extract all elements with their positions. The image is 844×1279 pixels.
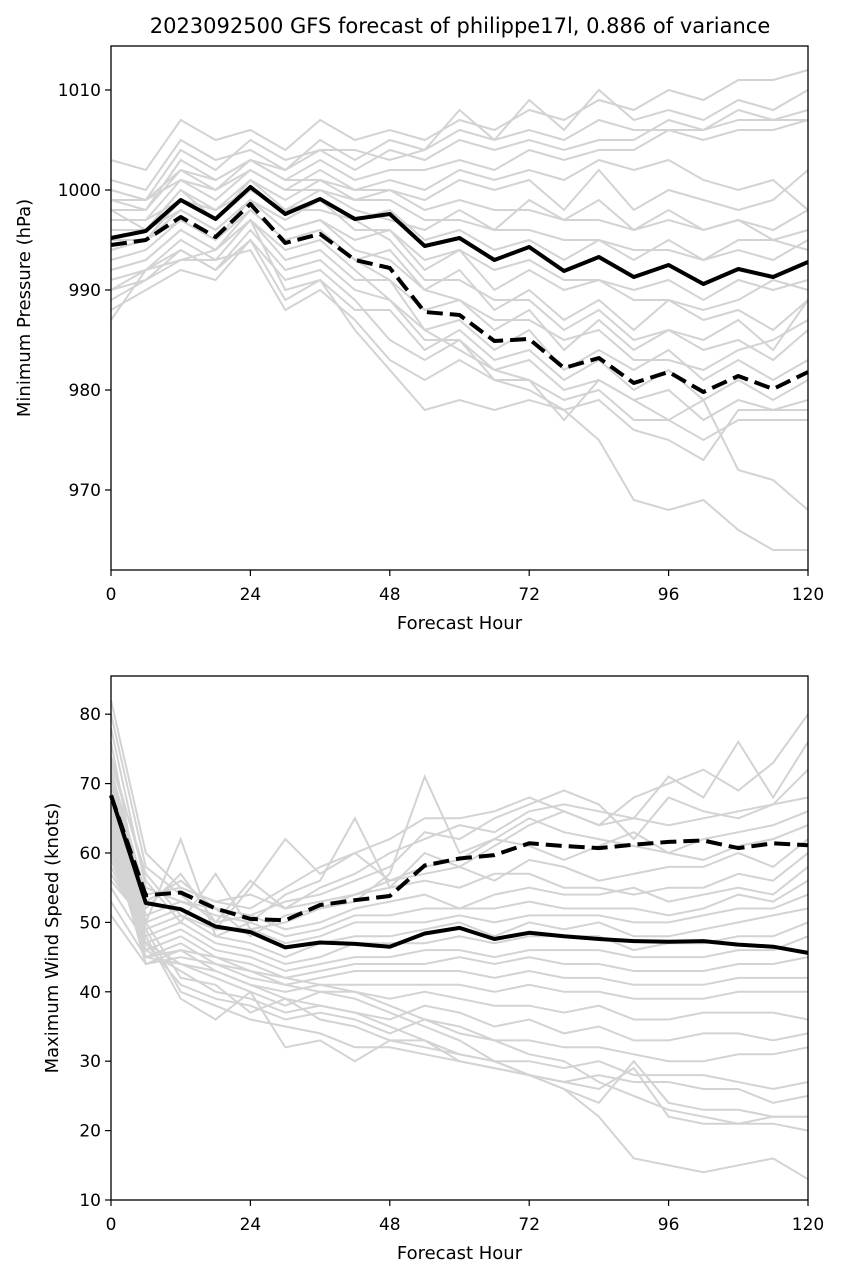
pressure-x-tick-label: 24 bbox=[240, 585, 262, 605]
wind-ensemble-line-6 bbox=[110, 769, 809, 910]
pressure-main-lines bbox=[110, 185, 809, 394]
wind-y-tick-label: 40 bbox=[79, 983, 101, 1003]
wind-x-tick-label: 24 bbox=[240, 1215, 262, 1235]
pressure-y-tick-label: 990 bbox=[69, 281, 101, 301]
wind-x-tick-label: 72 bbox=[518, 1215, 540, 1235]
wind-ensemble-line-9 bbox=[110, 790, 809, 938]
pressure-panel: 0 24 48 72 96 120 970 980 990 1000 1010 Forecast … bbox=[14, 45, 824, 634]
wind-x-tick-label: 96 bbox=[658, 1215, 680, 1235]
pressure-ensemble-line-1 bbox=[110, 88, 809, 192]
wind-ensemble-line-16 bbox=[110, 838, 808, 1000]
wind-ensemble-line-24 bbox=[110, 914, 809, 1181]
pressure-y-tick-label: 1000 bbox=[58, 181, 101, 201]
wind-panel: 0 24 48 72 96 120 10 20 30 40 50 60 70 80 Forecast H… bbox=[42, 675, 824, 1264]
pressure-ensemble-line-5 bbox=[111, 158, 809, 221]
pressure-ensemble-line-20 bbox=[111, 188, 809, 352]
pressure-x-tick-label: 120 bbox=[792, 585, 824, 605]
wind-y-tick-label: 30 bbox=[79, 1052, 101, 1072]
pressure-dashed-line bbox=[110, 202, 809, 394]
wind-ensemble-line-4 bbox=[110, 755, 809, 931]
wind-x-ticks: 0 24 48 72 96 120 bbox=[106, 1200, 824, 1235]
pressure-ensemble-line-17 bbox=[110, 218, 808, 551]
wind-ensemble-lines bbox=[110, 700, 809, 1181]
pressure-ensemble-lines bbox=[110, 69, 809, 551]
wind-dashed-line bbox=[109, 794, 809, 923]
wind-ensemble-line-7 bbox=[110, 776, 809, 938]
pressure-x-tick-label: 72 bbox=[518, 585, 540, 605]
wind-x-axis-label: Forecast Hour bbox=[397, 1243, 523, 1264]
figure-title: 2023092500 GFS forecast of philippe17l, … bbox=[150, 14, 771, 38]
pressure-ensemble-line-15 bbox=[110, 248, 808, 442]
wind-ensemble-line-15 bbox=[110, 831, 808, 986]
pressure-y-tick-label: 1010 bbox=[58, 81, 101, 101]
wind-solid-line bbox=[109, 794, 809, 955]
wind-ensemble-line-0 bbox=[110, 700, 809, 910]
wind-ensemble-line-25 bbox=[110, 901, 809, 1132]
pressure-x-tick-label: 48 bbox=[379, 585, 401, 605]
pressure-axes-frame bbox=[110, 45, 809, 571]
pressure-y-tick-label: 970 bbox=[69, 481, 101, 501]
wind-y-tick-label: 70 bbox=[79, 775, 101, 795]
wind-y-tick-label: 80 bbox=[79, 705, 101, 725]
wind-y-tick-label: 10 bbox=[79, 1191, 101, 1211]
wind-x-tick-label: 0 bbox=[106, 1215, 117, 1235]
wind-ensemble-line-17 bbox=[110, 845, 809, 1021]
pressure-ensemble-line-21 bbox=[111, 168, 809, 262]
wind-y-axis-label: Maximum Wind Speed (knots) bbox=[42, 803, 63, 1074]
pressure-ensemble-line-12 bbox=[110, 228, 809, 382]
pressure-x-ticks: 0 24 48 72 96 120 bbox=[106, 570, 824, 605]
pressure-solid-line bbox=[110, 185, 809, 286]
pressure-ensemble-line-0 bbox=[110, 69, 809, 172]
wind-ensemble-line-19 bbox=[110, 859, 809, 1063]
pressure-ensemble-line-4 bbox=[111, 119, 809, 211]
pressure-y-tick-label: 980 bbox=[69, 381, 101, 401]
wind-ensemble-line-5 bbox=[110, 762, 809, 931]
pressure-ensemble-line-3 bbox=[110, 118, 808, 212]
wind-y-tick-label: 60 bbox=[79, 844, 101, 864]
wind-main-lines bbox=[109, 794, 809, 955]
wind-y-ticks: 10 20 30 40 50 60 70 80 bbox=[79, 705, 111, 1211]
pressure-x-axis-label: Forecast Hour bbox=[397, 613, 523, 634]
pressure-x-tick-label: 0 bbox=[106, 585, 117, 605]
pressure-ensemble-line-16 bbox=[110, 238, 808, 462]
wind-ensemble-line-13 bbox=[110, 818, 809, 973]
wind-ensemble-line-23 bbox=[110, 887, 808, 1118]
wind-x-tick-label: 120 bbox=[792, 1215, 824, 1235]
pressure-y-ticks: 970 980 990 1000 1010 bbox=[58, 81, 111, 501]
wind-ensemble-line-22 bbox=[110, 880, 808, 1125]
pressure-ensemble-line-22 bbox=[110, 158, 809, 232]
wind-x-tick-label: 48 bbox=[379, 1215, 401, 1235]
pressure-ensemble-line-2 bbox=[110, 108, 809, 202]
wind-ensemble-line-14 bbox=[110, 824, 809, 979]
wind-ensemble-line-11 bbox=[110, 804, 809, 959]
wind-y-tick-label: 20 bbox=[79, 1122, 101, 1142]
wind-y-tick-label: 50 bbox=[79, 913, 101, 933]
pressure-y-axis-label: Minimum Pressure (hPa) bbox=[14, 199, 35, 417]
wind-ensemble-line-1 bbox=[110, 713, 809, 924]
pressure-ensemble-line-18 bbox=[110, 208, 809, 511]
pressure-ensemble-line-10 bbox=[110, 208, 809, 332]
wind-axes-frame bbox=[110, 675, 809, 1201]
pressure-ensemble-line-19 bbox=[110, 198, 809, 372]
pressure-ensemble-line-7 bbox=[111, 188, 809, 242]
pressure-ensemble-line-6 bbox=[111, 168, 809, 231]
pressure-x-tick-label: 96 bbox=[658, 585, 680, 605]
